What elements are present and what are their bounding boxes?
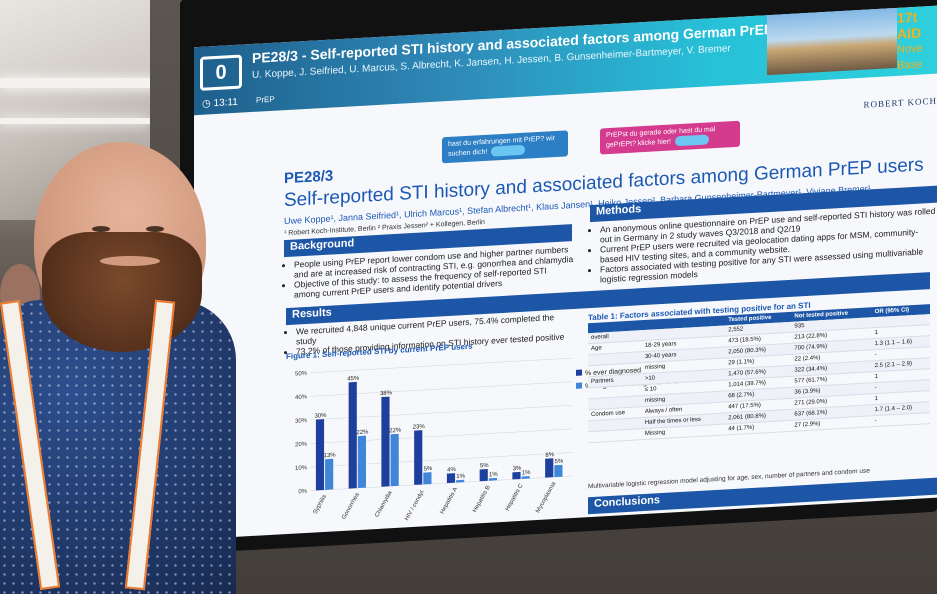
time-value: 13:11	[213, 96, 238, 110]
poster-screen: 0 PE28/3 - Self-reported STI history and…	[194, 5, 937, 540]
legend-swatch	[576, 382, 582, 389]
x-tick-label: HIV / condyl.	[404, 488, 426, 521]
bar	[488, 477, 497, 481]
poster-code: PE28/3	[284, 167, 334, 188]
bar	[381, 396, 390, 487]
city-photo	[767, 5, 897, 76]
bar-value-label: 23%	[413, 424, 426, 431]
bar-value-label: 3%	[513, 466, 522, 473]
topbar-tag: PrEP	[256, 94, 275, 105]
bar	[315, 419, 325, 491]
bar	[325, 458, 334, 490]
ad-banner-1[interactable]: hast du erfahrungen mit PrEP? wir suchen…	[442, 130, 568, 164]
factors-table: Tested positive Not tested positive OR (95…	[588, 304, 930, 443]
pill-icon	[491, 144, 526, 157]
bar	[512, 471, 521, 480]
bar-value-label: 30%	[314, 413, 327, 420]
y-tick-label: 10%	[295, 465, 308, 472]
bar-value-label: 45%	[347, 376, 360, 383]
bar-value-label: 38%	[380, 390, 393, 397]
gridline	[310, 357, 572, 373]
sti-bar-chart: 50% 40% 30% 20% 10% 0% 30% 13% Syphilis 45% 22% Gon…	[295, 357, 572, 522]
y-tick-label: 50%	[295, 371, 308, 378]
bar-value-label: 5%	[480, 463, 489, 470]
table-cell: 44 (1.7%)	[725, 420, 792, 436]
bar-value-label: 13%	[324, 453, 337, 460]
x-tick-label: Hepatitis B	[472, 485, 492, 514]
bar-value-label: 1%	[456, 474, 465, 481]
ceiling-light	[0, 118, 150, 124]
y-tick-label: 30%	[295, 418, 308, 425]
conference-name: 17t	[897, 8, 918, 26]
pill-icon	[674, 134, 709, 147]
x-tick-label: Chlamydia	[374, 490, 394, 519]
bar	[357, 435, 366, 489]
y-tick-label: 40%	[295, 394, 308, 401]
table-cell	[588, 428, 642, 443]
bar	[423, 472, 432, 485]
display-screen: 0 PE28/3 - Self-reported STI history and…	[180, 0, 937, 555]
bar-value-label: 5%	[555, 459, 564, 466]
beard	[42, 232, 202, 352]
conference-city: Base	[897, 58, 923, 72]
x-tick-label: Syphilis	[313, 494, 329, 515]
bar-value-label: 22%	[356, 430, 369, 437]
x-tick-label: Hepatitis A	[440, 487, 460, 515]
x-tick-label: Mycoplasma	[535, 481, 557, 514]
bar	[554, 464, 563, 478]
clock-time: ◷ 13:11	[202, 96, 238, 110]
bar	[414, 430, 423, 485]
x-tick-label: Gonorrhea	[341, 492, 361, 521]
y-tick-label: 0%	[298, 489, 307, 496]
bar	[446, 473, 456, 484]
bar-value-label: 1%	[489, 472, 498, 479]
eye	[146, 226, 164, 232]
legend-swatch	[576, 369, 582, 376]
table-cell: -	[871, 412, 930, 427]
poster-topbar: 0 PE28/3 - Self-reported STI history and…	[194, 5, 937, 116]
monitor-icon: 0	[200, 54, 242, 91]
bar-value-label: 8%	[545, 452, 554, 459]
bar	[545, 458, 554, 478]
bar-value-label: 4%	[447, 467, 456, 474]
ad-banner-2[interactable]: PrEPst du gerade oder hast du mal gePrEP…	[600, 120, 740, 155]
y-tick-label: 20%	[295, 442, 308, 449]
eye	[92, 226, 110, 232]
x-tick-label: Hepatitis C	[505, 482, 525, 512]
ceiling-light	[0, 78, 170, 88]
bar	[348, 381, 357, 489]
bar	[456, 479, 465, 483]
bar-value-label: 5%	[424, 466, 433, 473]
bar	[521, 476, 530, 479]
bar-value-label: 22%	[389, 428, 402, 435]
bar	[390, 433, 399, 487]
mouth	[100, 256, 160, 266]
rki-logo: ROBERT KOCH	[863, 95, 937, 110]
conference-label: 17t AID Nove Base	[897, 8, 937, 74]
bar	[479, 468, 488, 482]
bar-value-label: 1%	[522, 470, 531, 477]
